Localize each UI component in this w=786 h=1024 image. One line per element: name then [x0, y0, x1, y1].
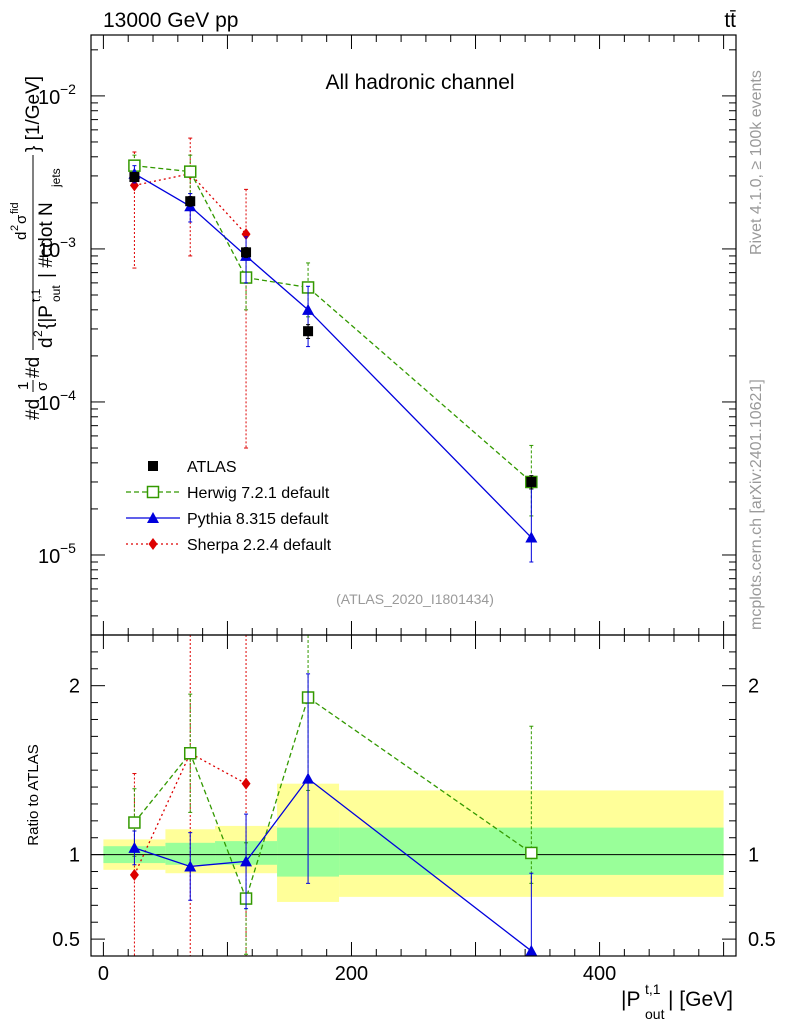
- legend: ATLAS Herwig 7.2.1 default Pythia 8.315 de…: [126, 459, 332, 554]
- ylabel-den-sup2: t,1: [29, 288, 43, 302]
- ratio-data: [128, 634, 538, 957]
- marker-herwig: [146, 485, 160, 499]
- y-tick-label: 10: [38, 546, 60, 568]
- ratio-uncertainty-bands: [103, 783, 724, 902]
- marker-sherpa: [129, 868, 139, 881]
- ratio-y-tick-label-right: 1: [748, 845, 759, 867]
- legend-label: Pythia 8.315 default: [187, 511, 329, 528]
- xlabel-sup: t,1: [645, 981, 661, 997]
- y-tick-label: 10: [38, 393, 60, 415]
- x-tick-label: 0: [98, 963, 109, 985]
- marker-pythia: [525, 531, 538, 543]
- ylabel-frac2-num: d: [13, 232, 30, 240]
- ratio-y-axis-label: Ratio to ATLAS: [25, 744, 42, 845]
- marker-herwig: [183, 747, 197, 760]
- y-tick-label-exponent: −4: [60, 387, 76, 403]
- marker-pythia: [302, 303, 315, 315]
- ratio-panel: 0.5 0.5 1 1 2 2 0 200 400 Ratio to ATLAS |P t,1 …: [25, 634, 776, 1022]
- ylabel-den-end: | #cdot N: [36, 202, 57, 278]
- marker-atlas: [241, 247, 252, 258]
- main-y-axis-label: #d 1 σ #d d 2 σ fid d 2 {|P out t,1 | #c…: [9, 76, 63, 420]
- marker-sherpa: [241, 777, 251, 790]
- analysis-watermark: (ATLAS_2020_I1801434): [336, 591, 494, 607]
- ylabel-frac2-num-supsym: fid: [9, 202, 21, 214]
- xlabel-pre: |P: [621, 988, 640, 1011]
- ylabel-den-sub2: jets: [49, 168, 63, 188]
- marker-sherpa: [148, 538, 158, 550]
- ylabel-part-a: #d: [23, 399, 44, 420]
- mcplots-credit-label: mcplots.cern.ch [arXiv:2401.10621]: [748, 379, 765, 630]
- y-tick-label: 10: [38, 240, 60, 262]
- marker-sherpa: [241, 228, 251, 241]
- ylabel-frac2-num-sup: 2: [9, 225, 21, 231]
- x-axis-label: |P t,1 out | [GeV]: [621, 981, 733, 1022]
- xlabel-sub: out: [645, 1006, 665, 1022]
- marker-herwig: [128, 816, 141, 829]
- ylabel-frac1-den: σ: [34, 381, 51, 391]
- ylabel-frac1-num: 1: [15, 382, 32, 390]
- ylabel-den-d: d: [36, 337, 57, 348]
- ratio-y-tick-label: 1: [69, 845, 80, 867]
- xlabel-post: | [GeV]: [668, 988, 733, 1011]
- legend-label: Sherpa 2.2.4 default: [187, 537, 332, 554]
- collision-energy-label: 13000 GeV pp: [103, 9, 238, 32]
- marker-atlas: [526, 476, 537, 487]
- main-panel: 10−510−410−310−2 All hadronic channel (A…: [9, 34, 737, 636]
- ylabel-part-b: #d: [23, 357, 44, 378]
- series-line: [134, 173, 532, 539]
- legend-label: ATLAS: [187, 459, 237, 476]
- marker-herwig: [525, 846, 538, 860]
- y-tick-label-exponent: −3: [60, 234, 76, 250]
- series-line: [134, 173, 247, 235]
- marker-atlas: [129, 172, 140, 183]
- marker-atlas: [185, 196, 196, 207]
- series-line: [134, 165, 532, 483]
- ylabel-den-mid: {|P: [36, 305, 57, 329]
- marker-herwig: [183, 165, 197, 178]
- ratio-y-tick-label: 2: [69, 676, 80, 698]
- marker-sherpa: [129, 179, 139, 192]
- main-y-ticks: 10−510−410−310−2: [38, 35, 736, 636]
- marker-pythia: [525, 944, 538, 956]
- ratio-frame: [90, 634, 737, 957]
- series-line: [133, 752, 247, 876]
- main-data: [128, 137, 538, 563]
- y-tick-label: 10: [38, 87, 60, 109]
- marker-pythia: [128, 841, 141, 853]
- ylabel-frac2-num-sym: σ: [13, 214, 30, 224]
- x-tick-label: 200: [335, 963, 368, 985]
- marker-pythia: [184, 860, 197, 872]
- x-tick-label: 400: [583, 963, 616, 985]
- marker-pythia: [147, 512, 159, 523]
- ratio-y-tick-label-right: 0.5: [748, 929, 776, 951]
- legend-label: Herwig 7.2.1 default: [187, 485, 330, 502]
- rivet-version-label: Rivet 4.1.0, ≥ 100k events: [748, 70, 765, 255]
- y-tick-label-exponent: −2: [60, 81, 76, 97]
- ratio-ticks: 0.5 0.5 1 1 2 2 0 200 400: [52, 634, 776, 985]
- ratio-y-tick-label: 0.5: [52, 929, 80, 951]
- y-tick-label-exponent: −5: [60, 540, 76, 556]
- ratio-y-tick-label-right: 2: [748, 676, 759, 698]
- marker-atlas: [303, 326, 314, 337]
- ylabel-close: } [1/GeV]: [23, 76, 44, 152]
- chart-title: All hadronic channel: [325, 71, 514, 94]
- marker-pythia: [302, 772, 315, 784]
- marker-pythia: [240, 855, 253, 867]
- ylabel-den-sup: 2: [31, 330, 45, 337]
- process-label: tt̄: [724, 9, 736, 32]
- marker-atlas: [148, 461, 158, 471]
- ylabel-den-sub: out: [49, 285, 63, 302]
